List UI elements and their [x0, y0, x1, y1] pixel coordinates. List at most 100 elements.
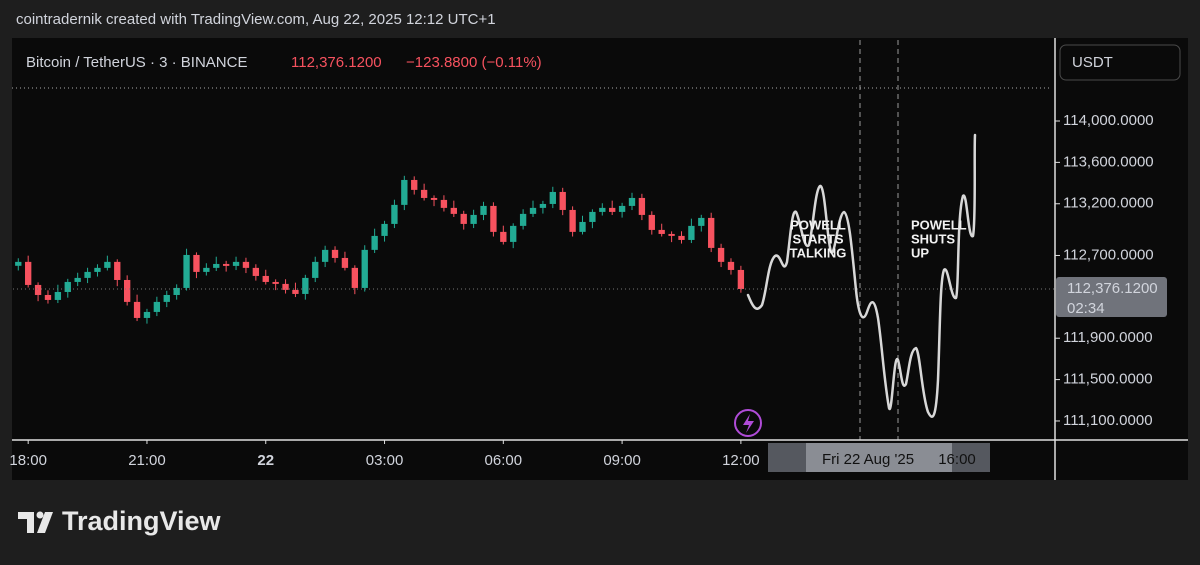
candle-body	[500, 231, 507, 242]
candle-body	[708, 217, 715, 248]
candle-body	[440, 199, 448, 208]
candle-body	[539, 203, 547, 208]
candle-body	[549, 191, 556, 204]
y-tick-label: 112,700.0000	[1063, 246, 1154, 263]
candle-body	[193, 254, 200, 272]
candle-body	[579, 221, 586, 232]
annotation: TALKING	[790, 245, 847, 260]
logo-mark	[37, 512, 53, 533]
x-tick-label: 03:00	[366, 452, 404, 469]
currency-button[interactable]	[1059, 44, 1181, 81]
candle-body	[717, 247, 725, 262]
x-tick-label: 21:00	[128, 452, 166, 469]
candle-body	[430, 197, 438, 200]
candle-body	[450, 207, 457, 214]
last-price-label: 112,376.1200	[1067, 280, 1158, 297]
candle-body	[183, 254, 190, 288]
candle-body	[34, 284, 42, 295]
x-tick-label: 12:00	[722, 452, 760, 469]
chart-panel	[12, 38, 1188, 480]
candle-body	[510, 225, 517, 242]
candle-body	[25, 261, 32, 285]
logo	[18, 511, 53, 533]
header-price: 112,376.1200	[291, 54, 382, 71]
candle-body	[609, 207, 616, 212]
annotation: SHUTS	[911, 231, 955, 246]
candle-body	[331, 249, 339, 258]
candle-body	[302, 277, 309, 294]
candle-body	[54, 291, 62, 300]
candle-body	[638, 197, 646, 215]
countdown: 02:34	[1067, 300, 1105, 317]
candle-body	[213, 263, 220, 268]
candle-body	[737, 269, 745, 289]
candle-body	[114, 261, 121, 280]
alert-icon[interactable]	[734, 409, 762, 437]
candle-body	[371, 235, 378, 250]
candle-body	[361, 249, 368, 288]
candle-body	[381, 223, 388, 236]
candle-body	[282, 283, 289, 290]
candle-body	[74, 277, 81, 282]
candle-body	[618, 205, 626, 212]
candle-body	[727, 261, 735, 270]
candle-body	[351, 267, 359, 288]
candle-body	[44, 294, 52, 300]
candle-body	[321, 249, 329, 262]
candle-body	[94, 267, 101, 272]
currency-label: USDT	[1072, 54, 1113, 71]
annotation: UP	[911, 245, 929, 260]
candle-body	[153, 301, 161, 312]
annotation: STARTS	[792, 231, 843, 246]
candle-body	[203, 267, 210, 272]
header-change: −123.8800 (−0.11%)	[406, 54, 542, 71]
credit: cointradernik created with TradingView.c…	[16, 11, 496, 28]
x-tick-label: 22	[257, 452, 274, 469]
candle-body	[262, 275, 269, 282]
candle-body	[668, 233, 675, 236]
candle-body	[688, 225, 695, 240]
candle-body	[480, 205, 487, 215]
candle-body	[133, 301, 141, 318]
logo-mark	[36, 511, 44, 519]
candle-body	[589, 211, 596, 222]
candle-body	[628, 197, 636, 206]
candle-body	[312, 261, 319, 278]
crosshair-date-box	[806, 443, 952, 472]
candle-body	[341, 257, 349, 268]
crosshair-time: 16:00	[938, 451, 976, 468]
plot	[13, 175, 1055, 324]
candle-body	[648, 214, 655, 230]
candle-body	[529, 207, 537, 214]
candle-body	[242, 261, 250, 268]
y-tick-label: 111,500.0000	[1063, 371, 1153, 388]
candle-body	[15, 261, 22, 266]
candle-body	[519, 213, 527, 226]
candle-body	[292, 289, 299, 294]
y-tick-label: 113,600.0000	[1063, 153, 1154, 170]
candle-body	[272, 281, 279, 284]
candle-body	[252, 267, 260, 276]
candle-body	[470, 214, 477, 224]
logo-mark	[18, 512, 34, 533]
candle-body	[222, 263, 230, 266]
y-tick-label: 113,200.0000	[1063, 195, 1154, 212]
alert-bolt	[743, 414, 754, 433]
candle-body	[64, 281, 71, 292]
y-tick-label: 114,000.0000	[1063, 112, 1154, 129]
x-tick-label: 06:00	[485, 452, 523, 469]
candle-body	[143, 311, 151, 318]
y-tick-label: 111,900.0000	[1063, 329, 1153, 346]
candle-body	[411, 179, 418, 190]
x-tick-label: 09:00	[603, 452, 641, 469]
candle-body	[232, 261, 240, 266]
x-tick-label: 18:00	[9, 452, 47, 469]
crosshair-date: Fri 22 Aug '25	[822, 451, 914, 468]
candle-body	[559, 191, 566, 210]
candle-body	[391, 204, 398, 224]
candle-body	[420, 189, 428, 198]
candle-body	[599, 207, 606, 212]
candle-body	[123, 279, 131, 302]
